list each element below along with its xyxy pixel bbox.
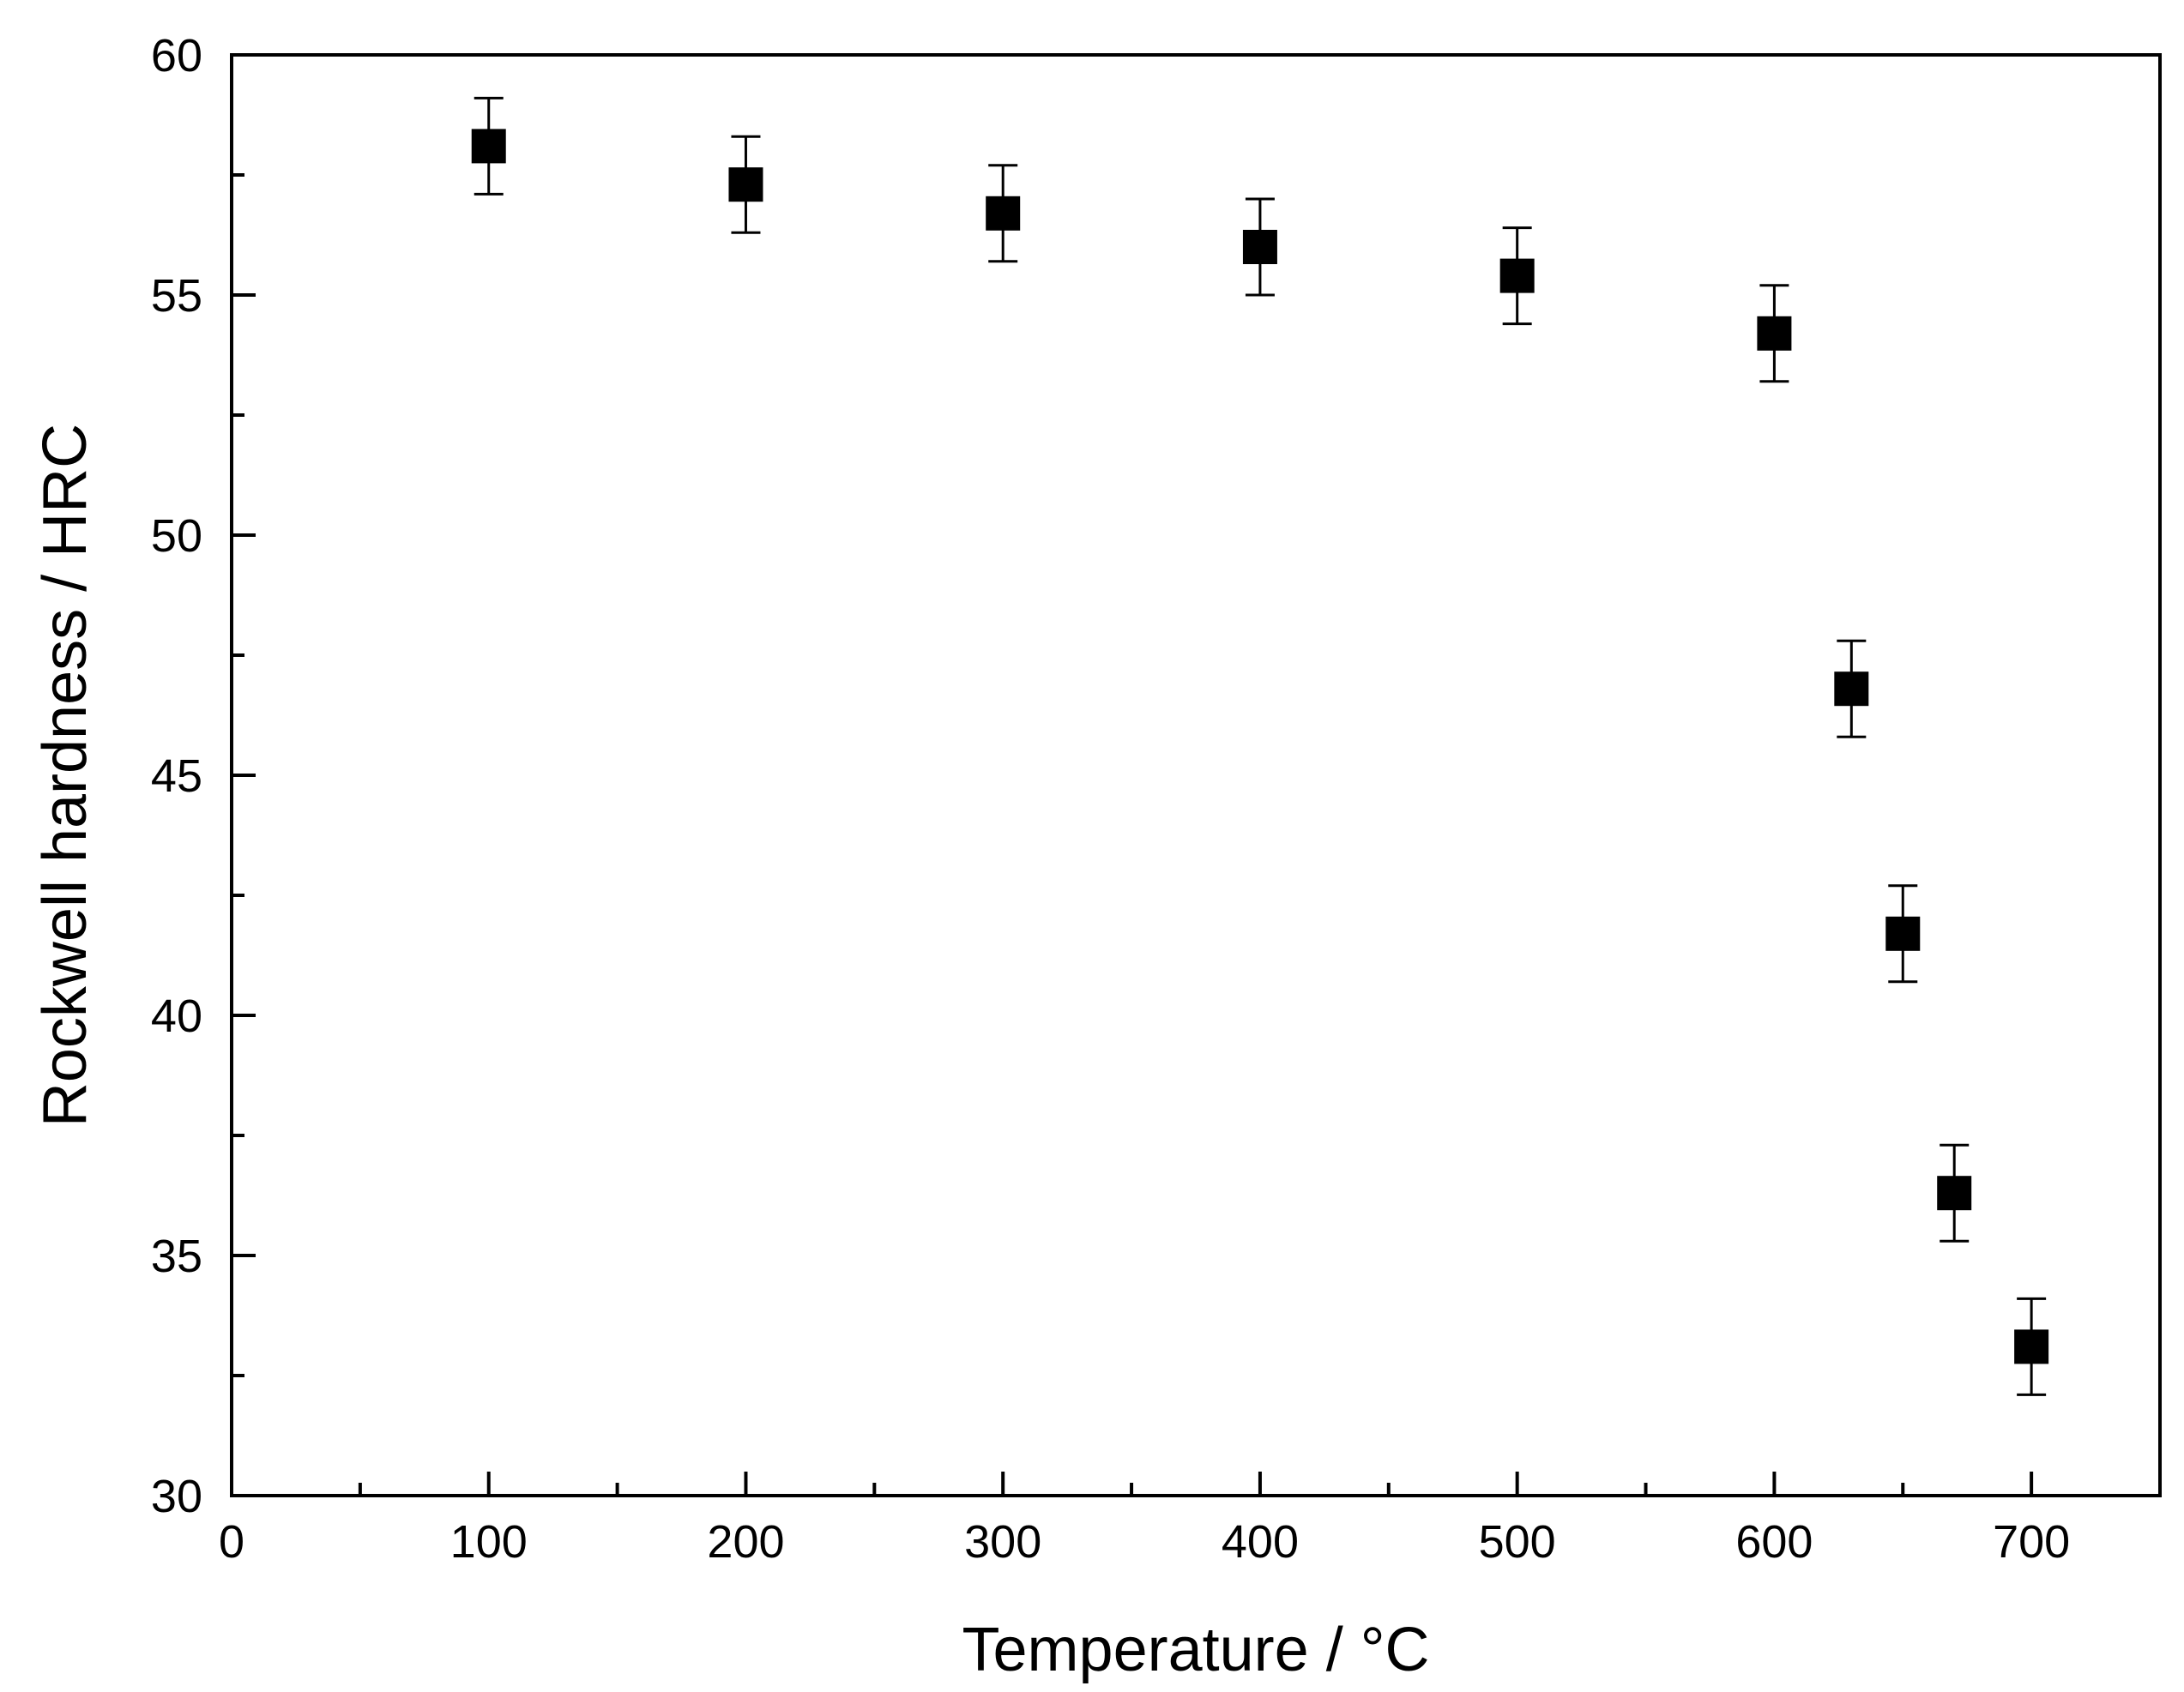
data-point-600 (1757, 284, 1792, 383)
data-point-100 (471, 96, 506, 196)
y-tick-label-50: 50 (151, 510, 202, 562)
x-tick-label-400: 400 (1222, 1516, 1299, 1568)
marker-100 (471, 129, 506, 164)
x-axis-title: Temperature / °C (962, 1616, 1430, 1684)
marker-600 (1757, 316, 1792, 351)
data-point-650 (1885, 884, 1921, 984)
data-point-200 (728, 135, 763, 234)
data-point-700 (2014, 1297, 2049, 1396)
y-tick-label-55: 55 (151, 270, 202, 322)
points-layer (471, 96, 2049, 1396)
y-tick-label-35: 35 (151, 1231, 202, 1282)
y-tick-label-30: 30 (151, 1471, 202, 1522)
plot-frame (230, 53, 2162, 1497)
data-point-670 (1937, 1143, 1972, 1243)
marker-630 (1834, 671, 1869, 707)
data-point-630 (1834, 639, 1869, 738)
y-tick-label-40: 40 (151, 991, 202, 1042)
marker-650 (1885, 916, 1921, 951)
marker-300 (986, 196, 1021, 231)
marker-500 (1499, 258, 1535, 293)
x-tick-label-700: 700 (1993, 1516, 2070, 1568)
x-tick-label-0: 0 (219, 1516, 244, 1568)
marker-670 (1937, 1176, 1972, 1211)
x-tick-label-500: 500 (1479, 1516, 1556, 1568)
y-tick-label-60: 60 (151, 30, 202, 81)
marker-400 (1242, 230, 1277, 264)
x-tick-label-100: 100 (450, 1516, 528, 1568)
x-tick-label-300: 300 (964, 1516, 1041, 1568)
y-axis-title: Rockwell hardness / HRC (31, 424, 100, 1127)
marker-700 (2014, 1329, 2049, 1364)
x-tick-label-600: 600 (1735, 1516, 1813, 1568)
data-point-500 (1499, 226, 1535, 326)
ticks-layer: 0 100 200 300 400 500 600 700 30 35 40 45 50 55 60 (151, 30, 2070, 1568)
data-point-300 (986, 164, 1021, 263)
y-tick-label-45: 45 (151, 750, 202, 802)
marker-200 (728, 167, 763, 202)
x-tick-label-200: 200 (707, 1516, 784, 1568)
data-point-400 (1242, 197, 1277, 297)
